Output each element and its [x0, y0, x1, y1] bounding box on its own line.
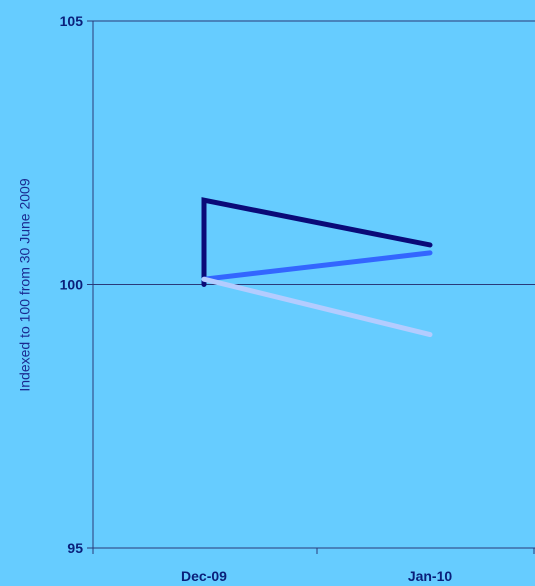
y-tick-label: 100 [60, 277, 84, 293]
series-line-2 [201, 250, 433, 282]
series-line-1 [201, 197, 433, 287]
gridlines [93, 20, 535, 549]
series-lines [201, 197, 433, 338]
y-axis-title: Indexed to 100 from 30 June 2009 [17, 178, 33, 391]
axes [87, 20, 535, 554]
x-tick-label: Dec-09 [181, 568, 227, 584]
x-tick-label: Jan-10 [408, 568, 453, 584]
y-tick-label: 105 [60, 13, 84, 29]
tick-labels: 95 100 105 Dec-09 Jan-10 [60, 13, 453, 584]
series-line-3 [201, 276, 433, 338]
y-tick-label: 95 [67, 540, 83, 556]
